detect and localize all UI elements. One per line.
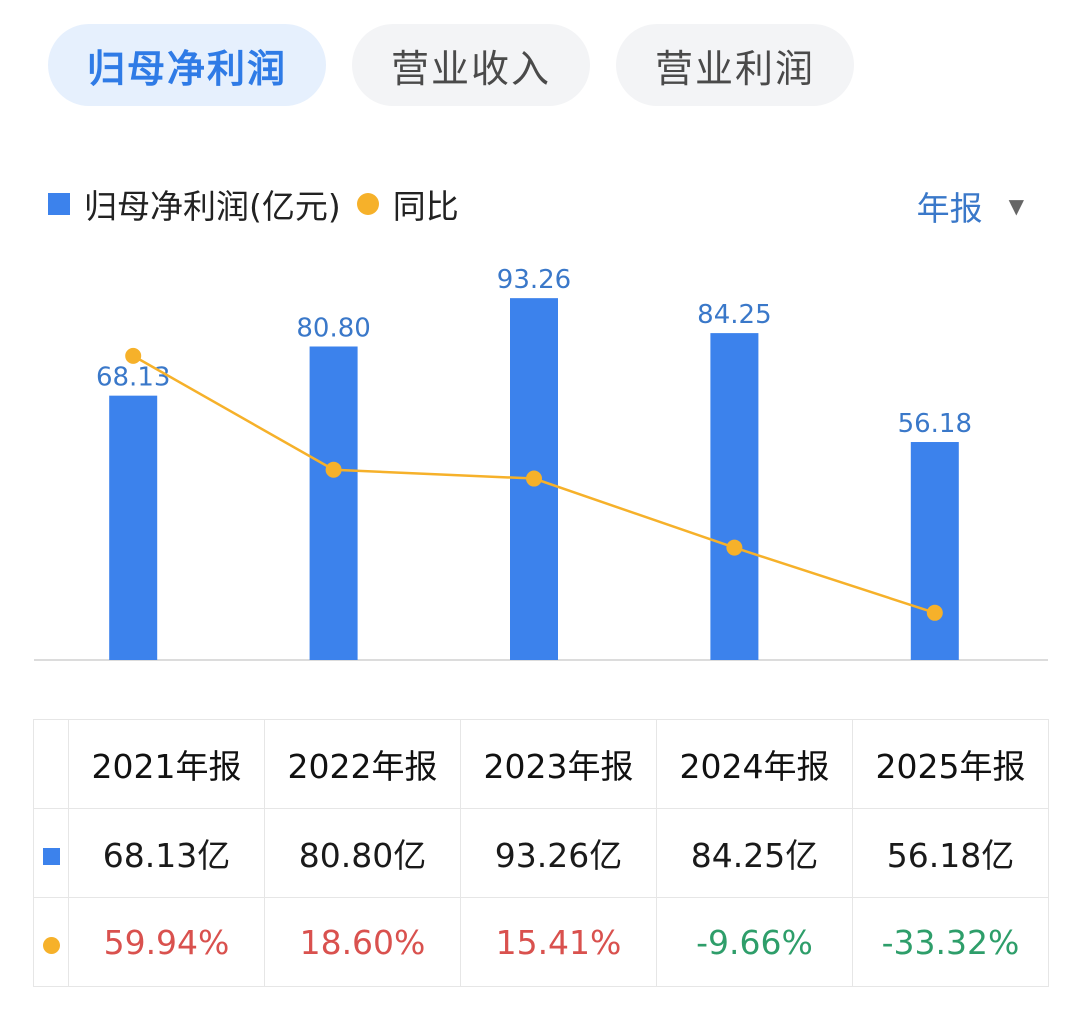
profit-cell: 93.26亿 xyxy=(460,808,657,898)
yoy-point-2022年报[interactable] xyxy=(325,461,342,478)
bar-label: 93.26 xyxy=(497,265,571,295)
col-header: 2022年报 xyxy=(264,719,461,809)
period-selector[interactable]: 年报 ▼ xyxy=(917,182,1024,230)
tab-revenue[interactable]: 营业收入 xyxy=(352,24,590,106)
yoy-point-2023年报[interactable] xyxy=(526,470,542,487)
bar-legend-swatch xyxy=(48,193,70,215)
col-header: 2025年报 xyxy=(852,719,1049,809)
table-header-row: 2021年报 2022年报 2023年报 2024年报 2025年报 xyxy=(33,719,1049,809)
bar-label: 80.80 xyxy=(296,313,370,343)
line-legend-label: 同比 xyxy=(392,187,459,226)
bar-label: 56.18 xyxy=(898,409,972,439)
bar-row-icon xyxy=(33,808,69,898)
profit-cell: 68.13亿 xyxy=(68,808,265,898)
profit-cell: 84.25亿 xyxy=(656,808,853,898)
yoy-cell: -33.32% xyxy=(852,897,1049,987)
bar-2024年报[interactable] xyxy=(710,333,759,660)
period-label: 年报 xyxy=(916,189,983,228)
profit-chart: 68.13 80.80 93.26 84.25 56.18 xyxy=(34,265,1048,661)
bar-2021年报[interactable] xyxy=(109,395,158,660)
bar-legend-label: 归母净利润(亿元) xyxy=(84,187,341,226)
col-header: 2021年报 xyxy=(68,719,265,809)
chart-legend: 归母净利润(亿元) 同比 xyxy=(48,180,459,228)
profit-cell: 56.18亿 xyxy=(852,808,1049,898)
tab-net-profit[interactable]: 归母净利润 xyxy=(48,24,326,106)
tab-operating-profit[interactable]: 营业利润 xyxy=(616,24,854,106)
bar-2022年报[interactable] xyxy=(309,346,358,660)
yoy-cell: 18.60% xyxy=(264,897,461,987)
dot-row-icon xyxy=(33,897,69,987)
col-header: 2024年报 xyxy=(656,719,853,809)
chevron-down-icon: ▼ xyxy=(1008,194,1024,218)
bar-label: 68.13 xyxy=(96,363,170,393)
corner-cell xyxy=(33,719,69,809)
yoy-cell: 59.94% xyxy=(68,897,265,987)
bar-2025年报[interactable] xyxy=(910,442,959,660)
yoy-point-2025年报[interactable] xyxy=(926,604,943,621)
profit-cell: 80.80亿 xyxy=(264,808,461,898)
table-row-yoy: 59.94% 18.60% 15.41% -9.66% -33.32% xyxy=(33,897,1049,987)
yoy-point-2024年报[interactable] xyxy=(726,539,743,556)
bar-label: 84.25 xyxy=(697,300,771,330)
col-header: 2023年报 xyxy=(460,719,657,809)
yoy-cell: 15.41% xyxy=(460,897,657,987)
yoy-cell: -9.66% xyxy=(656,897,853,987)
data-table: 2021年报 2022年报 2023年报 2024年报 2025年报 68.13… xyxy=(33,719,1049,987)
table-row-profit: 68.13亿 80.80亿 93.26亿 84.25亿 56.18亿 xyxy=(33,808,1049,898)
line-legend-swatch xyxy=(356,193,379,215)
metric-tabs: 归母净利润 营业收入 营业利润 xyxy=(48,24,854,106)
yoy-point-2021年报[interactable] xyxy=(125,347,142,364)
